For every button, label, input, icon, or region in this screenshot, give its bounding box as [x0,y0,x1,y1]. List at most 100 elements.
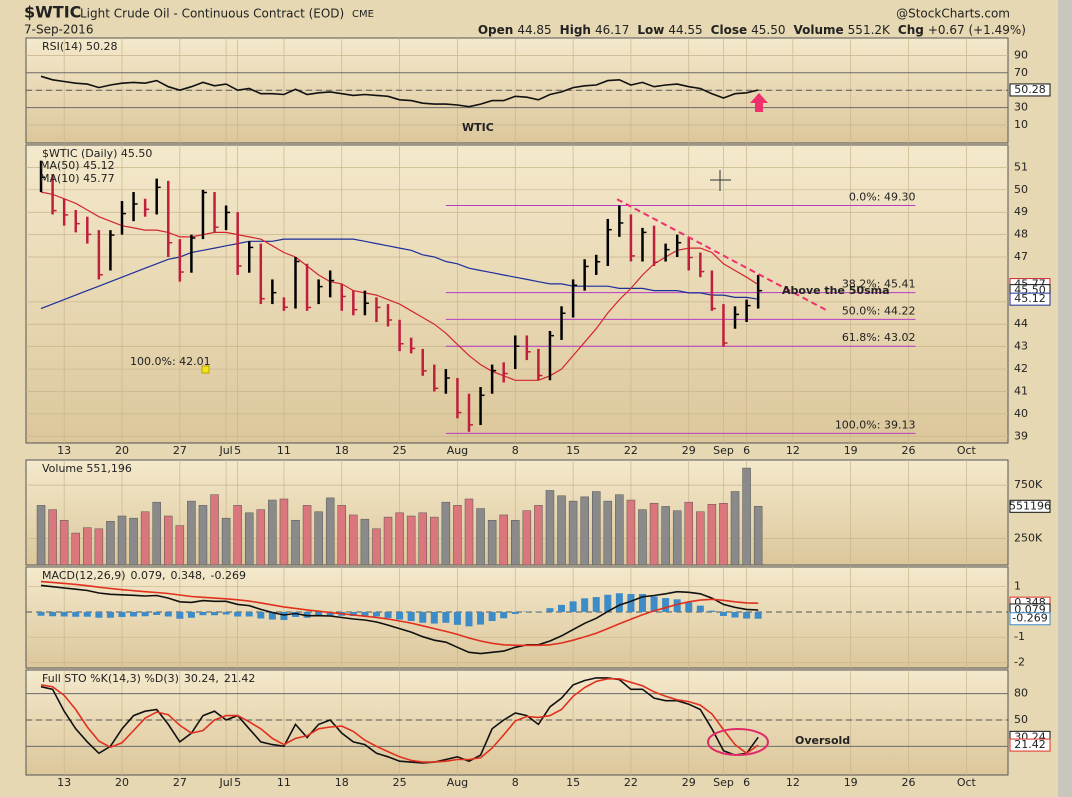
annotation: Oversold [795,734,850,747]
histogram-bar [604,594,612,612]
histogram-bar [222,611,230,615]
volume-bar [175,525,185,566]
quote-label: Close [711,23,747,37]
value-box [1009,292,1051,306]
x-tick-label: 13 [57,444,71,457]
volume-bar [129,517,138,566]
volume-bar [349,514,358,566]
x-tick-label: 22 [624,776,638,789]
x-tick-label: 15 [566,444,580,457]
x-tick-label: 26 [902,444,916,457]
histogram-bar [292,611,300,617]
x-tick-label: 6 [743,776,750,789]
volume-bar [591,491,601,566]
volume-bar [360,518,370,566]
value-box-label: 21.42 [1014,738,1046,751]
volume-bar [707,504,717,566]
histogram-bar [453,611,461,625]
line [40,75,759,108]
legend-entry: 0.348, [171,569,206,582]
value-box [1009,612,1051,626]
histogram-bar [731,611,739,618]
volume-bar [59,520,69,566]
quote-value: 551.2K [848,23,891,37]
histogram-bar [303,611,311,618]
y-tick-label: 40 [1014,407,1028,420]
x-tick-label: 18 [335,444,349,457]
histogram-bar [477,611,485,625]
symbol: $WTIC [24,3,81,22]
histogram-bar [257,611,265,619]
histogram-bar [315,611,323,617]
volume-bar [48,509,57,566]
y-tick-label: 70 [1014,66,1028,79]
x-tick-label: Aug [447,444,468,457]
histogram-bar [592,597,600,612]
x-tick-label: Jul [218,776,232,789]
y-tick-label: 250K [1014,531,1043,544]
volume-bar [279,498,289,566]
volume-bar [545,490,555,566]
y-tick-label: 10 [1014,118,1028,131]
volume-bar [372,528,381,566]
line [40,584,759,655]
value-box [1009,738,1051,752]
volume-bar [117,515,127,566]
annotation: WTIC [462,121,494,134]
fib-label: 100.0%: 39.13 [835,418,916,431]
histogram-bar [49,611,57,617]
x-tick-label: 25 [393,444,407,457]
histogram-bar [141,611,149,617]
volume-bar [106,521,115,566]
quote-value: 45.50 [751,23,785,37]
x-tick-label: 18 [335,776,349,789]
legend-entry: -0.269 [211,569,246,582]
histogram-bar [176,611,184,619]
volume-bar [94,528,104,566]
note-marker [201,365,210,374]
volume-bar [430,516,439,566]
x-tick-label: 5 [234,776,241,789]
histogram-bar [280,611,288,621]
volume-bar [719,502,728,566]
panel-title: $WTIC (Daily) 45.50 [42,147,152,160]
volume-bar [71,532,80,566]
volume-bar [568,500,578,566]
x-tick-label: 25 [393,776,407,789]
x-tick-label: 11 [277,776,291,789]
y-tick-label: 39 [1014,429,1028,442]
value-box-label: 45.12 [1014,292,1046,305]
value-box-label: -0.269 [1012,612,1047,625]
line [40,191,759,381]
volume-bar [140,511,150,566]
x-tick-label: 8 [512,444,519,457]
y-tick-label: 43 [1014,340,1028,353]
quote-value: 46.17 [595,23,629,37]
histogram-bar [638,594,646,612]
x-tick-label: 19 [844,444,858,457]
volume-bar [256,509,266,566]
histogram-bar [581,598,589,612]
y-tick-label: 51 [1014,160,1028,173]
volume-bar [649,502,659,566]
oversold-circle [707,728,769,756]
panel [25,566,1009,669]
volume-bar [557,495,566,566]
y-tick-label: 44 [1014,317,1028,330]
volume-bar [626,499,636,566]
volume-bar [337,505,347,566]
panel-title: Volume 551,196 [42,462,132,475]
volume-bar [684,501,694,566]
y-tick-label: 49 [1014,205,1028,218]
note: 100.0%: 42.01 [130,355,211,368]
panel-title: RSI(14) 50.28 [42,40,117,53]
histogram-bar [326,611,334,616]
histogram-bar [268,611,276,620]
histogram-bar [615,593,623,612]
volume-bar [580,496,589,566]
line [40,580,759,647]
volume-bar [233,505,242,566]
histogram-bar [488,611,496,622]
histogram-bar [511,611,519,614]
